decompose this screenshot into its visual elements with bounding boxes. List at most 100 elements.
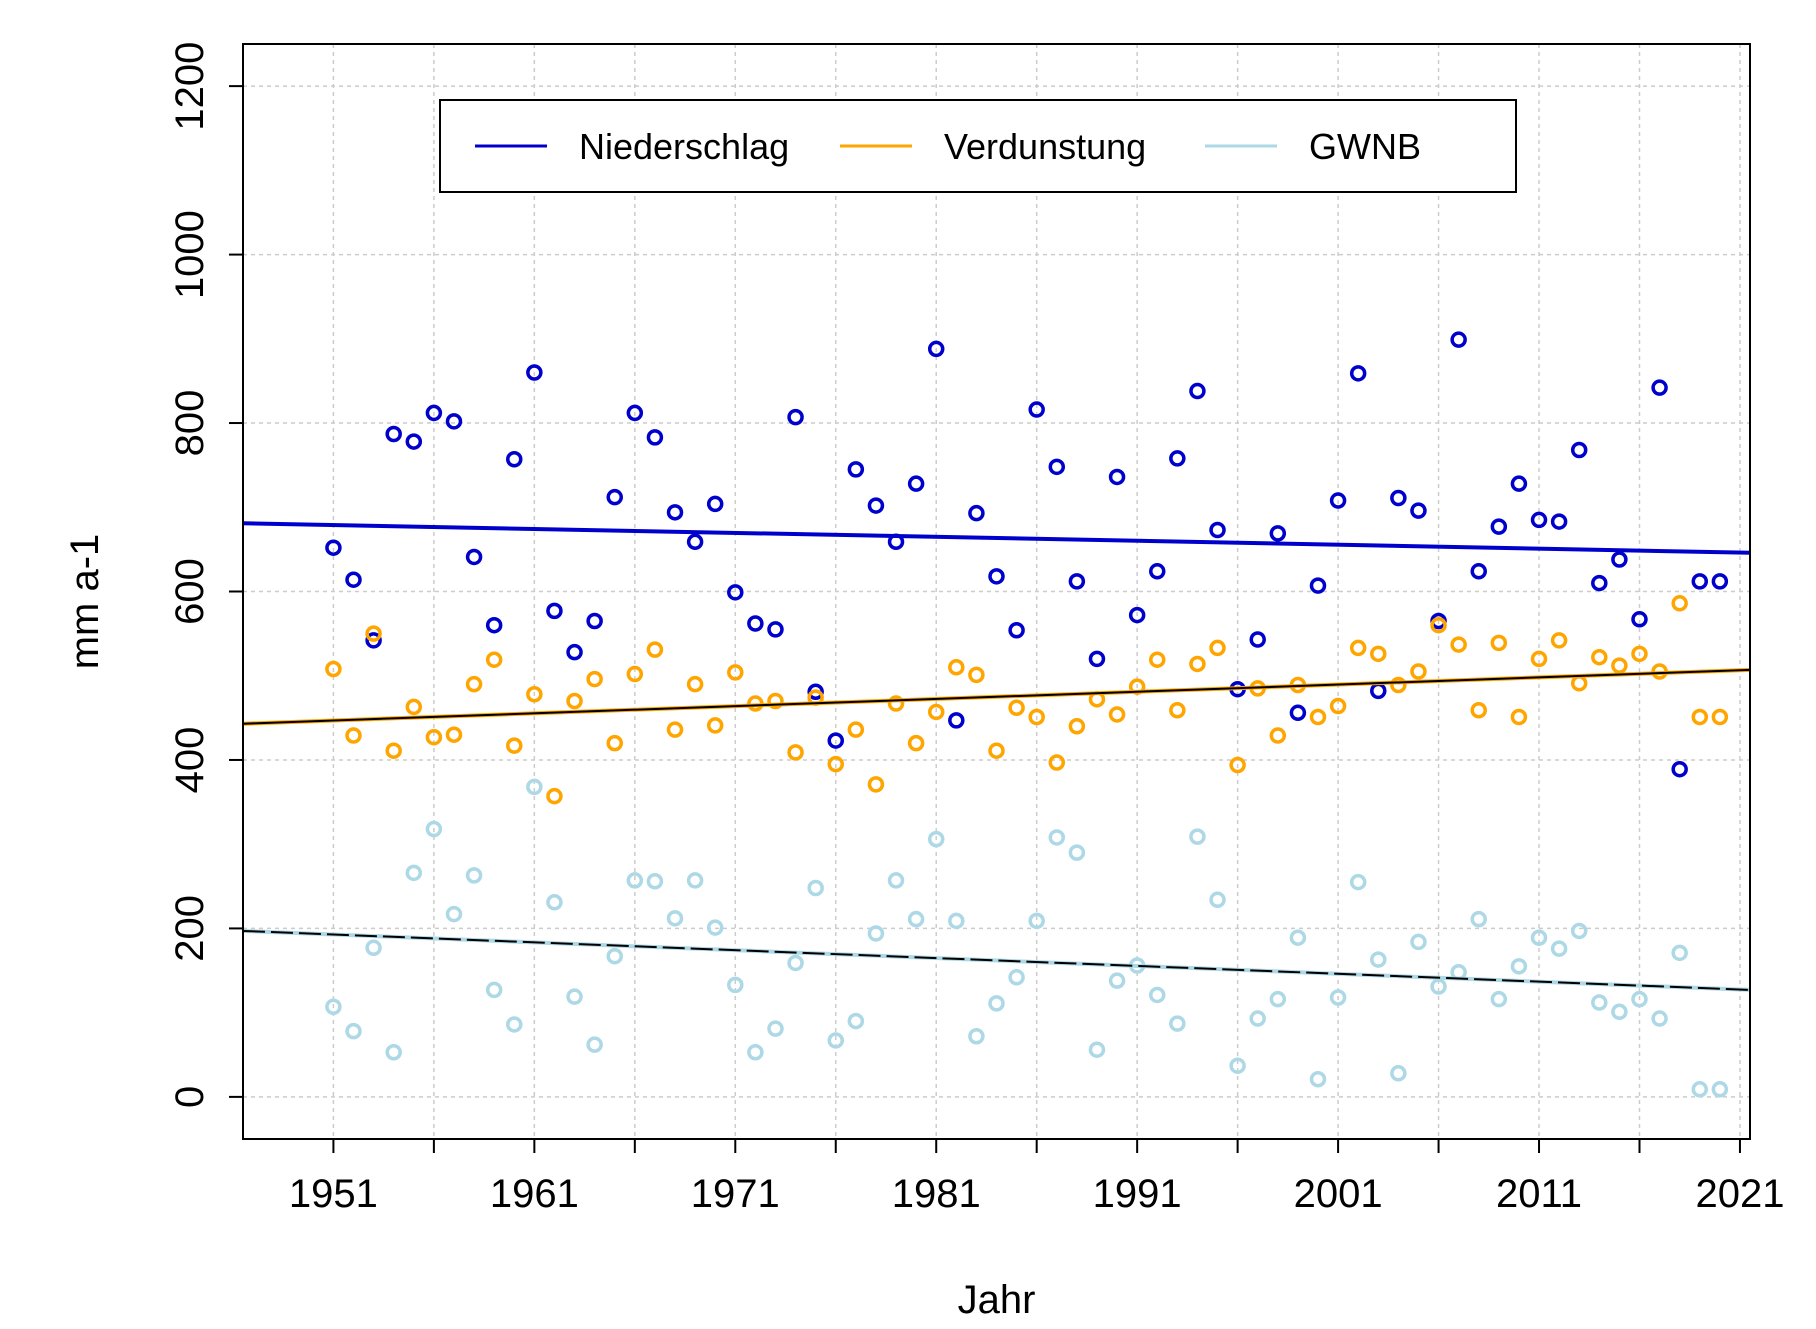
point-gwnb xyxy=(385,1043,402,1061)
point-verdunstung xyxy=(1631,645,1648,663)
point-verdunstung xyxy=(1450,636,1467,653)
point-niederschlag xyxy=(465,548,483,566)
point-verdunstung xyxy=(385,742,402,759)
point-niederschlag xyxy=(1128,606,1146,624)
point-gwnb xyxy=(345,1022,362,1040)
point-gwnb xyxy=(1068,844,1086,861)
point-verdunstung xyxy=(1430,616,1447,634)
point-gwnb xyxy=(1148,986,1166,1004)
point-verdunstung xyxy=(546,787,563,805)
point-gwnb xyxy=(365,939,382,957)
point-gwnb xyxy=(1390,1065,1407,1082)
point-gwnb xyxy=(686,872,704,889)
legend: Niederschlag Verdunstung GWNB xyxy=(439,99,1517,193)
point-niederschlag xyxy=(1269,525,1287,542)
point-gwnb xyxy=(706,919,724,936)
point-niederschlag xyxy=(1591,574,1608,592)
x-tick-label: 2011 xyxy=(1496,1172,1582,1216)
point-verdunstung xyxy=(1349,639,1367,657)
point-niederschlag xyxy=(1249,631,1266,648)
point-gwnb xyxy=(1329,989,1347,1006)
point-verdunstung xyxy=(907,734,925,752)
legend-label-verdunstung: Verdunstung xyxy=(944,126,1146,167)
point-niederschlag xyxy=(1631,611,1648,628)
point-verdunstung xyxy=(465,675,483,693)
point-verdunstung xyxy=(425,728,443,746)
point-verdunstung xyxy=(646,641,664,658)
point-gwnb xyxy=(1510,958,1528,975)
point-verdunstung xyxy=(566,692,583,710)
point-verdunstung xyxy=(927,703,945,721)
point-verdunstung xyxy=(1611,657,1628,674)
point-niederschlag xyxy=(1570,441,1588,459)
trend-line-niederschlag xyxy=(242,521,1751,555)
point-verdunstung xyxy=(445,726,463,743)
point-verdunstung xyxy=(506,737,523,754)
point-verdunstung xyxy=(606,734,623,752)
point-niederschlag xyxy=(405,433,423,450)
point-niederschlag xyxy=(948,712,965,729)
point-verdunstung xyxy=(1370,645,1387,663)
point-niederschlag xyxy=(1470,563,1487,580)
point-verdunstung xyxy=(867,776,885,793)
point-verdunstung xyxy=(727,664,744,681)
point-niederschlag xyxy=(365,632,382,649)
point-niederschlag xyxy=(686,533,704,551)
point-niederschlag xyxy=(988,568,1005,585)
point-verdunstung xyxy=(948,659,965,676)
point-verdunstung xyxy=(1470,702,1487,719)
point-verdunstung xyxy=(1008,699,1025,716)
point-verdunstung xyxy=(1410,663,1427,680)
point-verdunstung xyxy=(1510,708,1528,726)
point-verdunstung xyxy=(1148,651,1166,668)
point-verdunstung xyxy=(345,727,362,744)
point-gwnb xyxy=(1470,910,1487,928)
point-gwnb xyxy=(1008,969,1025,986)
point-gwnb xyxy=(1651,1010,1668,1027)
point-niederschlag xyxy=(747,615,764,632)
point-niederschlag xyxy=(1490,518,1508,535)
x-tick-label: 1961 xyxy=(490,1172,579,1216)
point-niederschlag xyxy=(1530,511,1548,529)
point-niederschlag xyxy=(787,408,804,426)
point-niederschlag xyxy=(325,539,342,556)
point-niederschlag xyxy=(1289,704,1307,722)
point-niederschlag xyxy=(1108,468,1126,486)
point-gwnb xyxy=(767,1020,784,1037)
point-niederschlag xyxy=(566,643,583,661)
point-gwnb xyxy=(1209,891,1226,909)
point-gwnb xyxy=(1169,1015,1186,1032)
data-points xyxy=(325,331,1729,1098)
point-verdunstung xyxy=(526,686,543,703)
point-gwnb xyxy=(927,830,945,848)
x-tick-label: 2021 xyxy=(1695,1172,1784,1216)
point-niederschlag xyxy=(606,488,623,506)
point-niederschlag xyxy=(445,413,463,430)
point-verdunstung xyxy=(1209,639,1226,657)
point-gwnb xyxy=(1430,978,1447,995)
point-niederschlag xyxy=(968,504,985,522)
axes: 1951 1961 1971 1981 1991 2001 2011 2021 0 200 400 6… xyxy=(168,42,1784,1216)
point-verdunstung xyxy=(1711,708,1729,726)
point-verdunstung xyxy=(1309,708,1327,726)
point-niederschlag xyxy=(727,584,744,601)
point-verdunstung xyxy=(1490,634,1508,652)
point-gwnb xyxy=(1249,1010,1266,1027)
legend-label-niederschlag: Niederschlag xyxy=(579,126,789,167)
y-tick-label: 1200 xyxy=(168,42,212,131)
point-verdunstung xyxy=(767,692,784,710)
point-verdunstung xyxy=(1550,632,1568,649)
point-gwnb xyxy=(807,879,824,897)
point-niederschlag xyxy=(867,497,885,514)
point-gwnb xyxy=(626,872,644,889)
point-verdunstung xyxy=(787,744,804,761)
point-verdunstung xyxy=(1108,706,1126,723)
y-tick-label: 200 xyxy=(168,895,212,962)
point-gwnb xyxy=(988,995,1005,1012)
point-niederschlag xyxy=(1068,573,1086,590)
x-tick-label: 2001 xyxy=(1294,1172,1383,1216)
y-tick-label: 400 xyxy=(168,727,212,794)
point-verdunstung xyxy=(1671,595,1688,612)
